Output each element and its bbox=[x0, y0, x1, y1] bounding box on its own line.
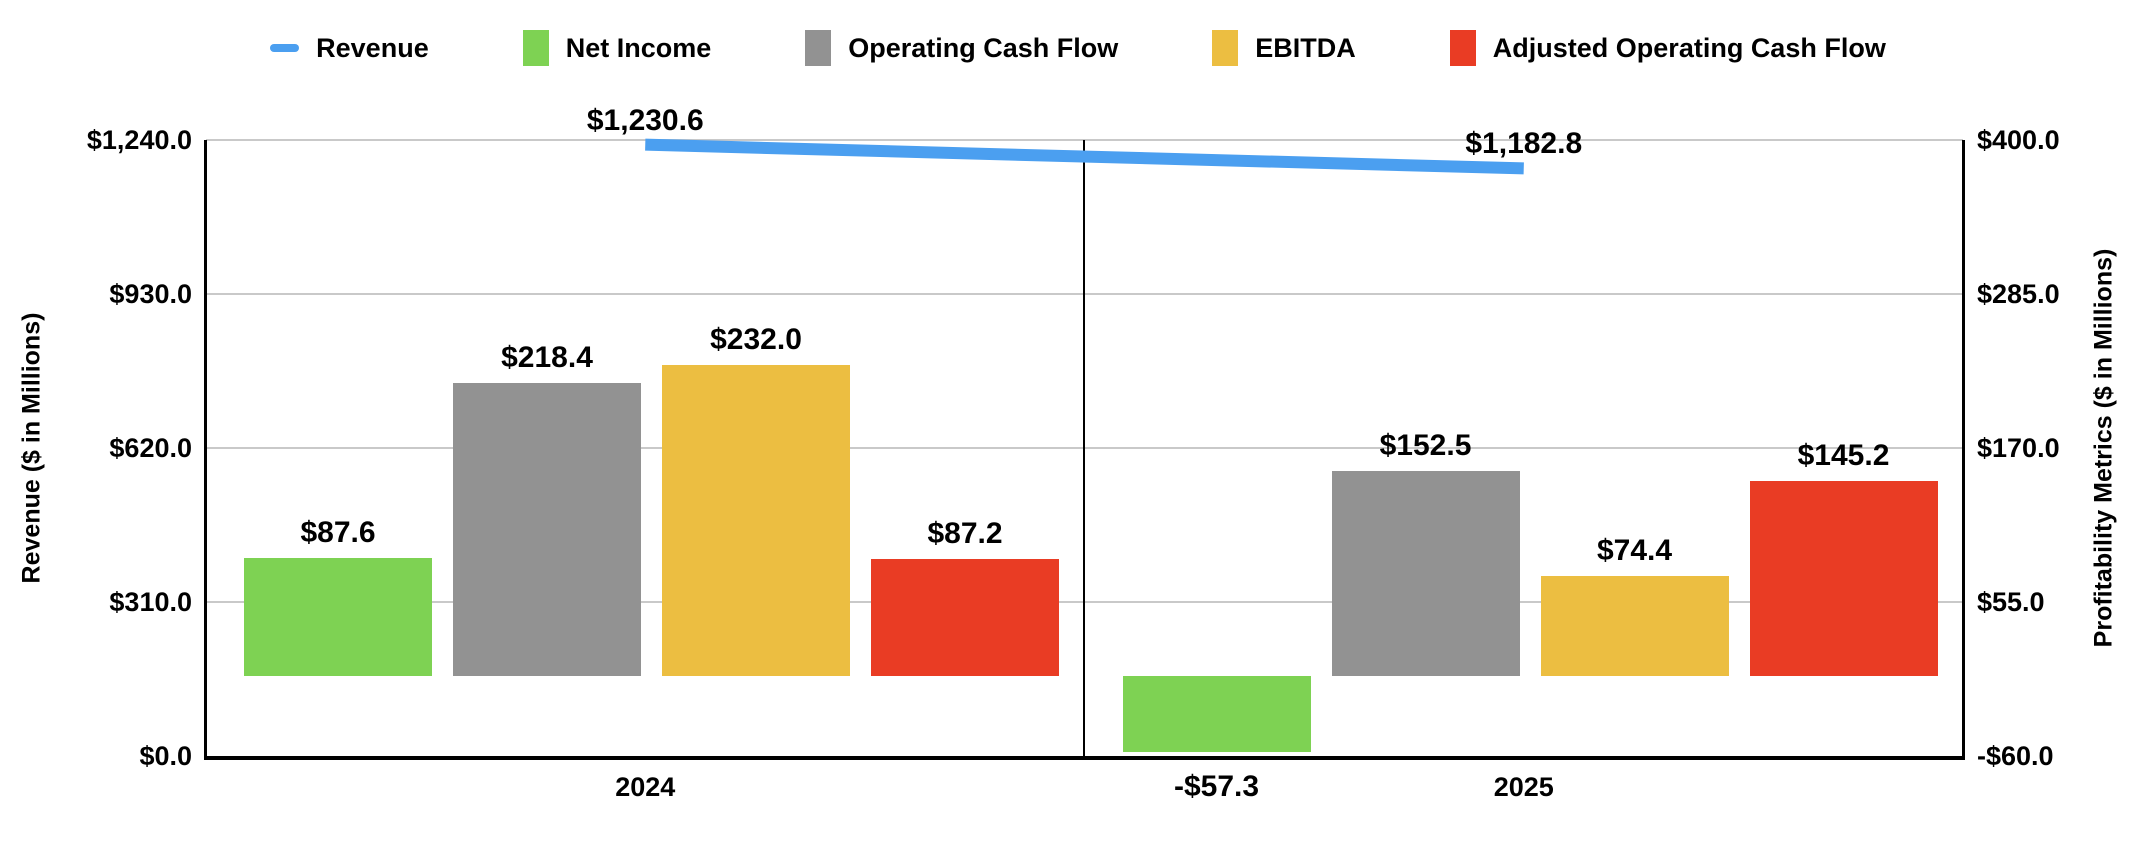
x-axis-label-2025: 2025 bbox=[1493, 772, 1554, 802]
legend-item-revenue: Revenue bbox=[270, 33, 429, 64]
legend-label: Adjusted Operating Cash Flow bbox=[1492, 32, 1886, 63]
legend-label: Net Income bbox=[565, 32, 712, 63]
right-tick-label: $285.0 bbox=[1977, 279, 2060, 309]
left-tick-label: $620.0 bbox=[109, 433, 192, 463]
left-tick-label: $930.0 bbox=[109, 279, 192, 309]
bar-net-income-2024 bbox=[244, 558, 432, 676]
left-axis-title: Revenue ($ in Millions) bbox=[17, 312, 46, 584]
bar-ebitda-2024 bbox=[662, 364, 850, 676]
legend-label: EBITDA bbox=[1255, 32, 1356, 63]
legend-item-net-income: Net Income bbox=[522, 30, 712, 66]
bar-value-label: $74.4 bbox=[1596, 534, 1673, 568]
right-tick-label: $170.0 bbox=[1977, 433, 2060, 463]
line-value-label: $1,230.6 bbox=[586, 103, 704, 137]
bar-adjusted-operating-cash-flow-2024 bbox=[871, 558, 1059, 676]
legend-item-adjusted-operating-cash-flow: Adjusted Operating Cash Flow bbox=[1449, 30, 1886, 66]
left-tick-label: $0.0 bbox=[139, 741, 192, 771]
right-axis-line bbox=[1962, 140, 1965, 756]
bar-operating-cash-flow-2025 bbox=[1331, 471, 1520, 676]
bar-value-label: $87.2 bbox=[927, 516, 1003, 550]
square-marker-icon bbox=[805, 30, 832, 66]
line-marker-icon bbox=[270, 44, 300, 52]
bar-value-label: $232.0 bbox=[710, 322, 802, 356]
bar-net-income-2025 bbox=[1122, 675, 1311, 753]
legend: Revenue Net Income Operating Cash Flow EBIT… bbox=[0, 26, 2156, 70]
category-divider-line bbox=[1083, 140, 1085, 756]
x-axis-label-2024: 2024 bbox=[615, 772, 676, 802]
line-value-label: $1,182.8 bbox=[1465, 127, 1583, 161]
legend-label: Operating Cash Flow bbox=[848, 32, 1119, 63]
legend-item-ebitda: EBITDA bbox=[1212, 30, 1356, 66]
square-marker-icon bbox=[522, 30, 549, 66]
right-tick-label: -$60.0 bbox=[1977, 741, 2054, 771]
square-marker-icon bbox=[1449, 30, 1476, 66]
right-axis-title: Profitability Metrics ($ in Millions) bbox=[2089, 248, 2118, 648]
left-axis-line bbox=[204, 140, 207, 756]
right-tick-label: $400.0 bbox=[1977, 125, 2060, 155]
right-tick-label: $55.0 bbox=[1977, 587, 2045, 617]
bar-ebitda-2025 bbox=[1540, 576, 1729, 676]
revenue-line-path bbox=[645, 138, 1524, 175]
square-marker-icon bbox=[1212, 30, 1239, 66]
bar-value-label: $218.4 bbox=[501, 341, 593, 375]
legend-label: Revenue bbox=[316, 32, 429, 63]
bar-value-label: $87.6 bbox=[300, 516, 376, 550]
bar-adjusted-operating-cash-flow-2025 bbox=[1749, 481, 1938, 676]
left-tick-label: $1,240.0 bbox=[86, 125, 192, 155]
bar-value-label: -$57.3 bbox=[1173, 770, 1260, 803]
left-tick-label: $310.0 bbox=[109, 587, 192, 617]
bar-value-label: $145.2 bbox=[1797, 439, 1890, 473]
revenue-line bbox=[645, 138, 1524, 175]
bar-operating-cash-flow-2024 bbox=[453, 383, 641, 676]
bar-value-label: $152.5 bbox=[1379, 429, 1472, 463]
plot-area: $87.6 $218.4 $232.0 $87.2 -$57.3 $152.5 $74.4 $… bbox=[204, 104, 1965, 803]
legend-item-operating-cash-flow: Operating Cash Flow bbox=[805, 30, 1118, 66]
bottom-axis-line bbox=[204, 756, 1965, 760]
